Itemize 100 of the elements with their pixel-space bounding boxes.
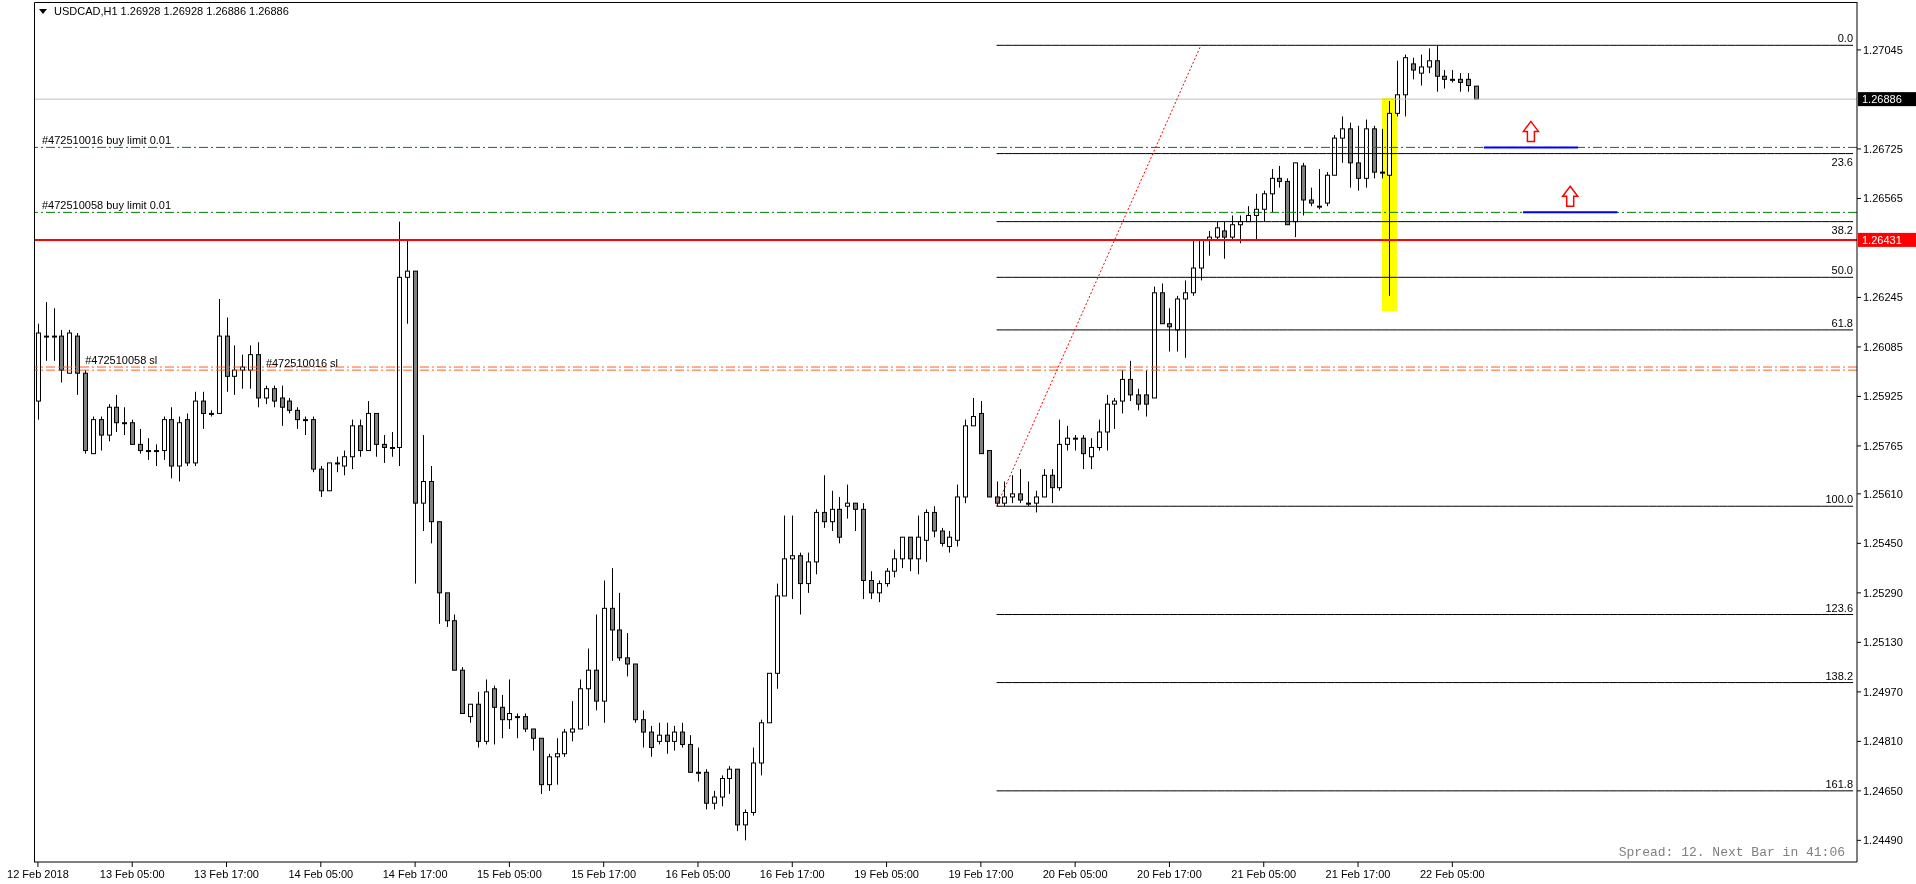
annotation: 161.8 (1825, 777, 1853, 790)
candlestick (421, 434, 426, 532)
candlestick (1458, 72, 1463, 93)
candlestick (908, 536, 913, 572)
candlestick (272, 385, 277, 408)
candlestick (947, 530, 952, 554)
x-tick-label: 16 Feb 05:00 (665, 868, 731, 880)
candlestick (649, 725, 654, 758)
candlestick (1089, 437, 1094, 470)
candlestick (727, 765, 732, 795)
candlestick (657, 722, 662, 745)
candlestick (1442, 69, 1447, 90)
y-tick-label: 1.26565 (1863, 192, 1903, 205)
annotation: 38.2 (1831, 223, 1853, 236)
candlestick (932, 505, 937, 538)
annotation: 61.8 (1831, 316, 1853, 329)
candlestick (885, 567, 890, 588)
candlestick (1309, 187, 1314, 207)
candlestick (1144, 369, 1149, 418)
ref-line-label: 1.26886 (1862, 93, 1902, 106)
candlestick (44, 301, 49, 362)
candlestick (1112, 397, 1117, 430)
candlestick (523, 713, 528, 733)
x-tick-label: 16 Feb 17:00 (759, 868, 825, 880)
x-tick-label: 22 Feb 05:00 (1419, 868, 1485, 880)
candlestick (555, 737, 560, 786)
candlestick (1395, 60, 1400, 117)
candlestick (743, 808, 748, 841)
y-tick-label: 1.25765 (1863, 439, 1903, 452)
candlestick (1136, 388, 1141, 411)
candlestick (1010, 474, 1015, 504)
y-tick-label: 1.25130 (1863, 636, 1903, 649)
candlestick (154, 443, 159, 467)
candlestick (665, 722, 670, 755)
candlestick (248, 344, 253, 390)
y-tick-label: 1.24970 (1863, 685, 1903, 698)
annotation: 50.0 (1831, 264, 1853, 277)
x-tick-label: 14 Feb 17:00 (382, 868, 448, 880)
candlestick (114, 394, 119, 433)
candlestick (1050, 468, 1055, 504)
candlestick (641, 709, 646, 749)
candlestick (382, 434, 387, 464)
annotation: Spread: 12. Next Bar in 41:06 (1618, 845, 1845, 860)
candlestick (971, 397, 976, 427)
candlestick (1277, 165, 1282, 189)
x-tick-label: 13 Feb 17:00 (194, 868, 259, 880)
candlestick (390, 431, 395, 458)
candlestick (1018, 468, 1023, 504)
candlestick (264, 385, 269, 405)
x-tick-label: 15 Feb 05:00 (476, 868, 542, 880)
candlestick (1128, 360, 1133, 402)
candlestick (405, 239, 410, 325)
x-tick-label: 14 Feb 05:00 (288, 868, 354, 880)
y-tick-label: 1.25450 (1863, 537, 1903, 550)
candlestick (201, 391, 206, 430)
candlestick (562, 728, 567, 758)
ref-line-label: #472510016 sl (265, 357, 339, 370)
candlestick (146, 437, 151, 461)
candlestick (845, 484, 850, 520)
y-tick-label: 1.25290 (1863, 586, 1903, 599)
candlestick (1073, 434, 1078, 452)
y-tick-label: 1.25925 (1863, 390, 1903, 403)
x-tick-label: 15 Feb 17:00 (571, 868, 637, 880)
candlestick (130, 419, 135, 445)
ref-line-label: 1.26431 (1862, 233, 1902, 246)
candlestick (342, 450, 347, 476)
candlestick (52, 307, 57, 362)
candlestick (1120, 369, 1125, 414)
candlestick (500, 694, 505, 739)
candlestick (122, 406, 127, 436)
x-tick-label: 13 Feb 05:00 (99, 868, 165, 880)
y-tick-label: 1.24810 (1863, 735, 1903, 748)
candlestick (1419, 54, 1424, 87)
ref-line-label: #472510058 buy limit 0.01 (42, 199, 172, 212)
y-tick-label: 1.26245 (1863, 291, 1903, 304)
candlestick (1411, 57, 1416, 80)
ref-line-label: #472510058 sl (85, 354, 158, 367)
candlestick (531, 728, 536, 752)
candlestick (672, 725, 677, 752)
candlestick (1427, 47, 1432, 74)
x-tick-label: 19 Feb 17:00 (948, 868, 1014, 880)
candlestick (916, 515, 921, 575)
candlestick (99, 416, 104, 452)
y-tick-label: 1.26725 (1863, 142, 1903, 155)
candlestick (570, 700, 575, 742)
candlestick (1317, 168, 1322, 210)
candlestick (680, 722, 685, 749)
candlestick (853, 502, 858, 532)
y-tick-label: 1.24490 (1863, 834, 1903, 847)
y-tick-label: 1.24650 (1863, 784, 1903, 797)
candlestick (507, 678, 512, 730)
candlestick (720, 774, 725, 807)
x-tick-label: 20 Feb 05:00 (1042, 868, 1108, 880)
candlestick (822, 474, 827, 529)
annotation: 123.6 (1825, 601, 1853, 614)
candlestick (138, 428, 143, 455)
candlestick (806, 552, 811, 594)
x-tick-label: 20 Feb 17:00 (1137, 868, 1202, 880)
x-tick-label: 21 Feb 17:00 (1325, 868, 1391, 880)
candlestick (610, 567, 615, 662)
